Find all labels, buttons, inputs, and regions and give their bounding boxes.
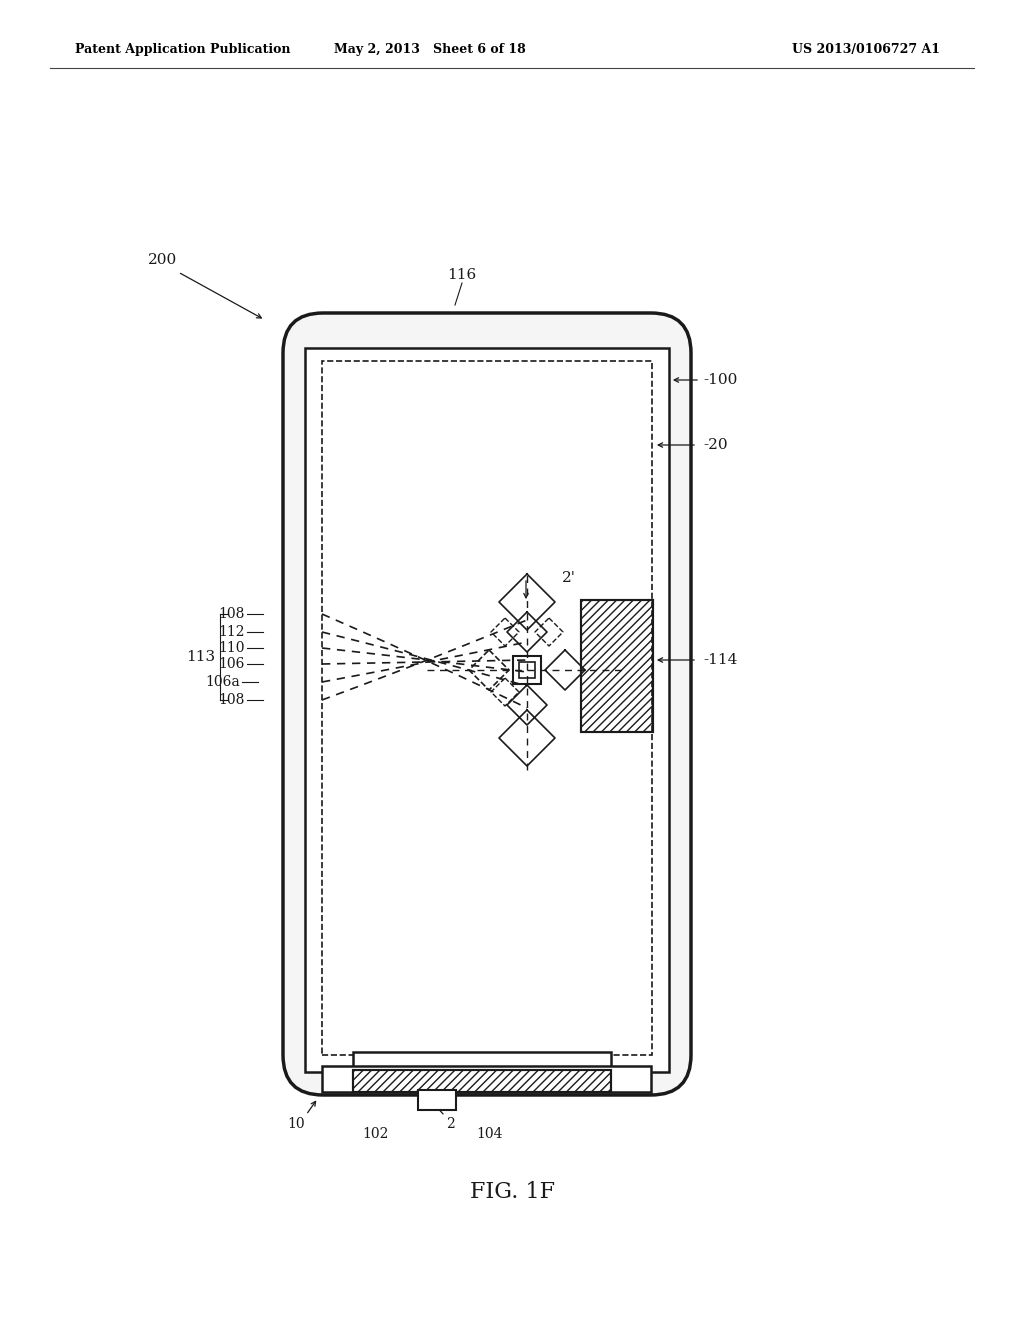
- Bar: [305, 348, 669, 1072]
- Text: 2': 2': [562, 572, 575, 585]
- Text: 104: 104: [477, 1127, 503, 1140]
- Bar: [322, 1067, 651, 1092]
- Bar: [519, 663, 535, 678]
- Text: FIG. 1F: FIG. 1F: [469, 1181, 555, 1203]
- Text: -114: -114: [703, 653, 737, 667]
- Text: 110: 110: [218, 642, 245, 655]
- Text: 112: 112: [218, 624, 245, 639]
- Text: Patent Application Publication: Patent Application Publication: [75, 44, 291, 57]
- Text: 102: 102: [361, 1127, 388, 1140]
- Bar: [353, 1052, 611, 1072]
- Bar: [418, 1090, 456, 1110]
- Bar: [581, 601, 653, 733]
- Bar: [353, 1071, 611, 1092]
- Bar: [513, 656, 541, 684]
- Bar: [322, 360, 652, 1055]
- Text: 113: 113: [186, 649, 215, 664]
- Text: 108: 108: [219, 607, 245, 620]
- Text: US 2013/0106727 A1: US 2013/0106727 A1: [792, 44, 940, 57]
- Text: 10: 10: [287, 1117, 305, 1131]
- Bar: [581, 601, 653, 733]
- Text: 116: 116: [447, 268, 476, 282]
- Text: May 2, 2013   Sheet 6 of 18: May 2, 2013 Sheet 6 of 18: [334, 44, 526, 57]
- Bar: [353, 1071, 611, 1092]
- Text: 106a: 106a: [205, 675, 240, 689]
- Text: 200: 200: [148, 253, 177, 267]
- Text: -20: -20: [703, 438, 728, 451]
- Text: 106: 106: [219, 657, 245, 671]
- Text: -100: -100: [703, 374, 737, 387]
- Text: 2: 2: [445, 1117, 455, 1131]
- Text: 108: 108: [219, 693, 245, 708]
- FancyBboxPatch shape: [283, 313, 691, 1096]
